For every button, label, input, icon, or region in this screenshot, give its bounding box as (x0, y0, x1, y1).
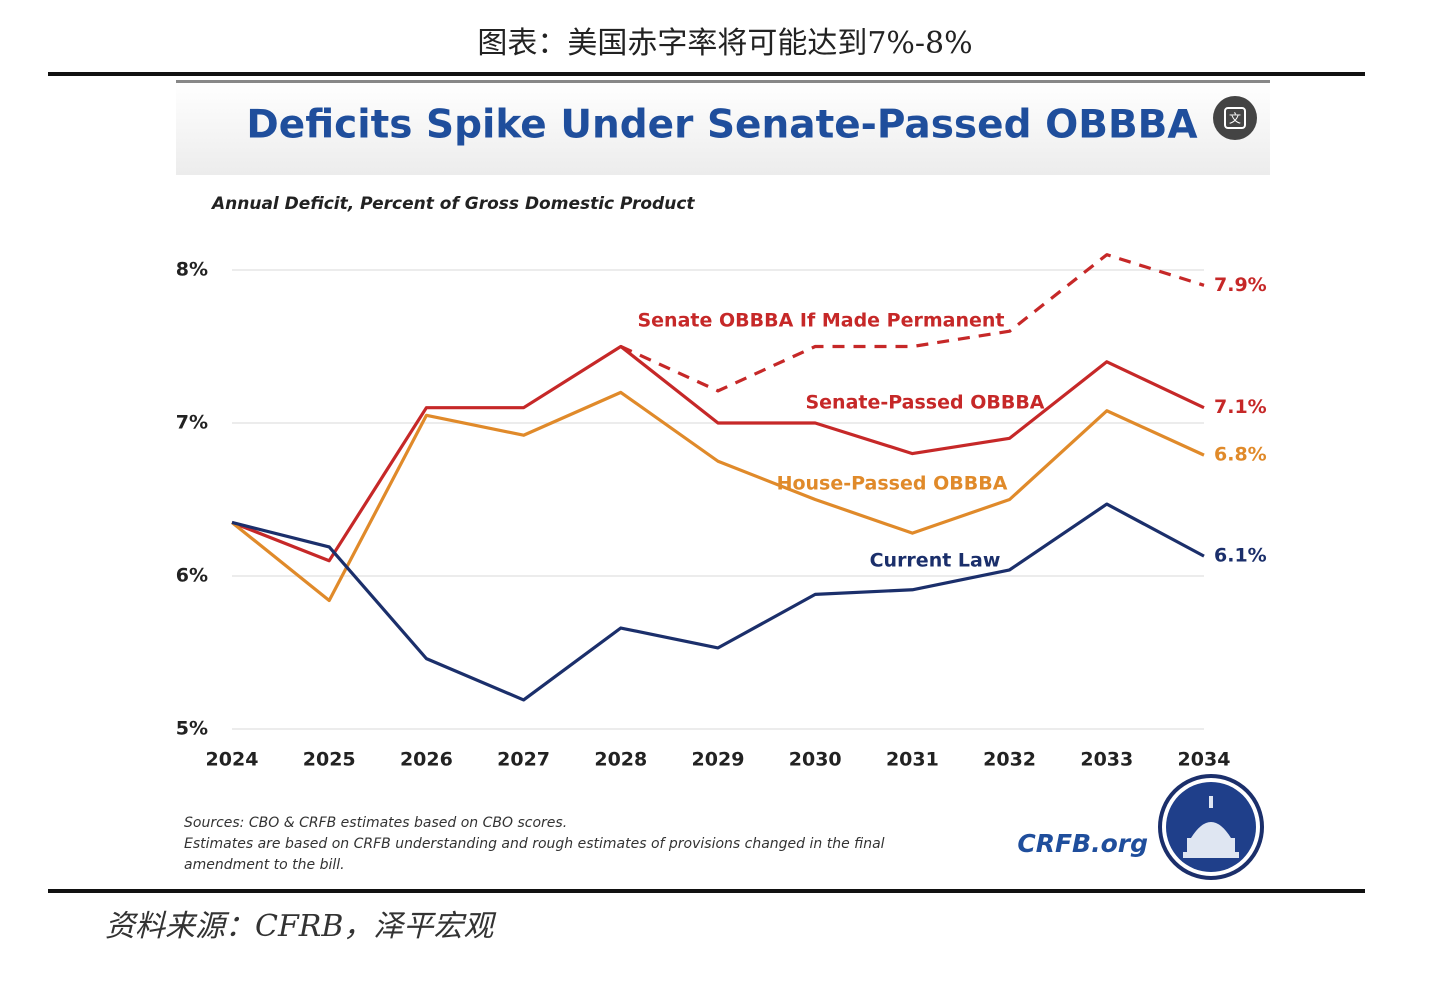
x-tick-label: 2026 (400, 749, 453, 771)
svg-text:文: 文 (1229, 111, 1241, 126)
x-tick-label: 2028 (594, 749, 647, 771)
series-line (231, 344, 1205, 563)
note: Sources: CBO & CRFB estimates based on C… (184, 815, 567, 831)
bottom-rule (48, 889, 1365, 893)
value-label: 6.8% (1214, 444, 1267, 466)
y-tick-label: 6% (176, 565, 208, 587)
series-line (231, 502, 1205, 702)
series-line (230, 390, 1205, 603)
x-tick-label: 2030 (789, 749, 842, 771)
x-tick-label: 2032 (983, 749, 1036, 771)
logo (1158, 774, 1264, 880)
series-name: House-Passed OBBBA (777, 473, 1008, 495)
plot: 5% 6% 7% 8% 2024 2025 2026 2027 2028 2029 2030 2031… (176, 253, 1267, 771)
x-tick-label: 2027 (497, 749, 550, 771)
note: amendment to the bill. (184, 857, 345, 873)
chart-title: Deficits Spike Under Senate-Passed OBBBA (246, 103, 1197, 148)
series-name: Senate-Passed OBBBA (805, 392, 1044, 414)
chart-header (176, 82, 1270, 175)
series-line (620, 253, 1205, 393)
caption: 图表：美国赤字率将可能达到7%-8% (477, 26, 972, 61)
x-tick-label: 2029 (692, 749, 745, 771)
series-name: Senate OBBBA If Made Permanent (637, 310, 1004, 332)
translate-icon: 文 (1213, 96, 1257, 140)
y-tick-label: 7% (176, 412, 208, 434)
x-tick-label: 2024 (206, 749, 259, 771)
top-rule (48, 72, 1365, 76)
value-label: 6.1% (1214, 545, 1267, 567)
x-tick-label: 2034 (1178, 749, 1231, 771)
brand: CRFB.org (1017, 829, 1148, 858)
header-rule (176, 80, 1270, 83)
source: 资料来源：CFRB，泽平宏观 (105, 909, 496, 944)
series-name: Current Law (870, 550, 1001, 572)
value-label: 7.1% (1214, 396, 1267, 418)
note: Estimates are based on CRFB understandin… (184, 836, 885, 852)
subtitle: Annual Deficit, Percent of Gross Domesti… (210, 194, 695, 214)
y-tick-label: 5% (176, 718, 208, 740)
value-label: 7.9% (1214, 274, 1267, 296)
x-tick-label: 2033 (1080, 749, 1133, 771)
x-tick-label: 2031 (886, 749, 939, 771)
y-tick-label: 8% (176, 259, 208, 281)
x-tick-label: 2025 (303, 749, 356, 771)
